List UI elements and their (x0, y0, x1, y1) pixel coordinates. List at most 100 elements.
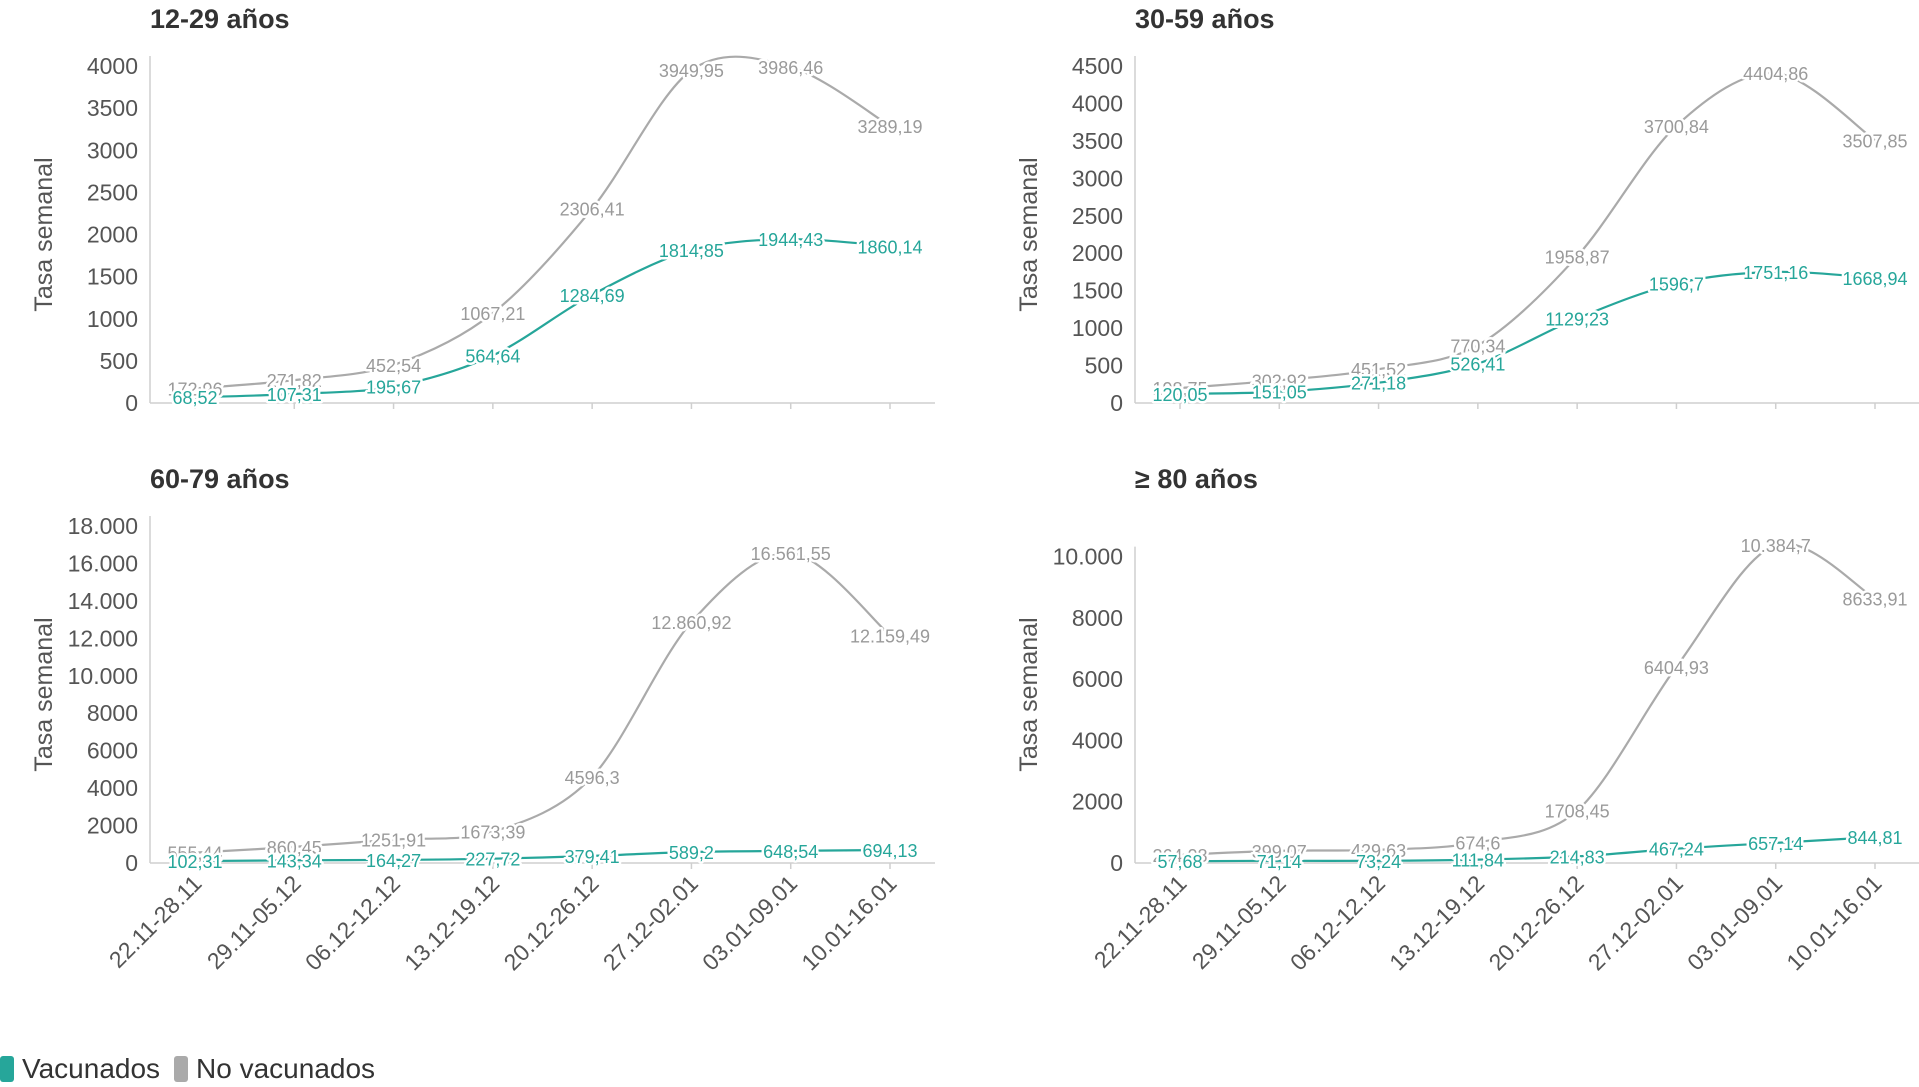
data-label-vacunados: 589,2 (669, 843, 714, 863)
y-tick-label: 3000 (87, 137, 138, 163)
data-label-no-vacunados: 172,96 (167, 379, 222, 399)
y-axis-title: Tasa semanal (1015, 617, 1043, 771)
data-label-vacunados: 271,18 (1351, 374, 1406, 394)
data-label-no-vacunados: 1251,91 (361, 831, 426, 851)
series-line-no-vacunados (194, 551, 891, 854)
data-label-no-vacunados: 12.860,92 (651, 613, 731, 633)
legend-label-no-vacunados: No vacunados (196, 1053, 376, 1084)
chart-panel-80-plus: ≥ 80 años 0 2000 4000 6000 8000 10.000 Tasa se… (985, 460, 1919, 975)
y-tick-label: 1500 (1072, 278, 1123, 304)
y-tick-label: 6000 (1072, 666, 1123, 692)
data-label-no-vacunados: 302,92 (1252, 371, 1307, 391)
chart-legend: Vacunados No vacunados (0, 1052, 389, 1086)
data-label-vacunados: 1944,43 (758, 230, 823, 250)
x-tick-label: 29.11-05.12 (1187, 870, 1291, 974)
y-tick-label: 2000 (1072, 240, 1123, 266)
data-label-no-vacunados: 4404,86 (1743, 64, 1808, 84)
y-tick-label: 4500 (1072, 53, 1123, 79)
y-tick-label: 1500 (87, 264, 138, 290)
data-label-vacunados: 1596,7 (1649, 274, 1704, 294)
data-label-vacunados: 1129,23 (1545, 309, 1609, 329)
y-tick-label: 4000 (87, 775, 138, 801)
data-label-no-vacunados: 3289,19 (857, 117, 922, 137)
y-tick-label: 500 (100, 348, 138, 374)
data-label-no-vacunados: 1673,39 (460, 823, 525, 843)
chart-panel-12-29: 12-29 años 0 500 1000 1500 2000 2500 3000 3500 4… (0, 0, 960, 460)
data-label-vacunados: 564,64 (465, 346, 520, 366)
series-line-vacunados (1179, 836, 1876, 863)
y-tick-label: 4000 (87, 53, 138, 79)
chart-plot: 0 500 1000 1500 2000 2500 3000 3500 4000 4500 Tasa… (1015, 53, 1919, 416)
series-line-vacunados (194, 848, 891, 863)
data-label-no-vacunados: 1958,87 (1545, 247, 1610, 267)
legend-item-no-vacunados[interactable]: No vacunados (174, 1053, 375, 1085)
chart-title: ≥ 80 años (1135, 464, 1258, 494)
y-tick-label: 14.000 (68, 588, 138, 614)
data-label-vacunados: 1668,94 (1842, 269, 1907, 289)
x-tick-label: 20.12-26.12 (1483, 870, 1588, 975)
x-tick-label: 22.11-28.11 (1089, 870, 1192, 973)
data-label-no-vacunados: 1708,45 (1545, 802, 1610, 822)
y-tick-label: 3500 (1072, 128, 1123, 154)
data-label-vacunados: 1751,16 (1743, 263, 1808, 283)
data-label-vacunados: 379,41 (565, 847, 620, 867)
x-tick-label: 27.12-02.01 (1583, 870, 1688, 975)
y-tick-label: 2000 (87, 222, 138, 248)
data-label-no-vacunados: 271,82 (267, 371, 322, 391)
x-tick-label: 10.01-16.01 (796, 870, 901, 975)
chart-panel-30-59: 30-59 años 0 500 1000 1500 2000 2500 3000 3500 4… (985, 0, 1919, 460)
data-label-vacunados: 164,27 (366, 851, 421, 871)
data-label-no-vacunados: 399,07 (1252, 842, 1307, 862)
data-label-vacunados: 57,68 (1157, 852, 1202, 872)
chart-plot: 0 500 1000 1500 2000 2500 3000 3500 4000 Tasa sem… (30, 53, 935, 416)
chart-plot: 0 2000 4000 6000 8000 10.000 Tasa semanal 22.11… (1015, 533, 1919, 975)
data-label-no-vacunados: 198,75 (1152, 379, 1207, 399)
data-label-vacunados: 111,84 (1452, 851, 1504, 871)
data-label-no-vacunados: 674,6 (1455, 833, 1500, 853)
y-tick-label: 2000 (1072, 789, 1123, 815)
y-tick-label: 0 (1110, 390, 1123, 416)
x-tick-label: 06.12-12.12 (300, 870, 405, 975)
data-label-vacunados: 1814,85 (659, 241, 724, 261)
y-tick-label: 3000 (1072, 165, 1123, 191)
data-label-no-vacunados: 1067,21 (460, 304, 525, 324)
x-tick-label: 22.11-28.11 (104, 870, 207, 973)
data-label-no-vacunados: 3949,95 (659, 61, 724, 81)
y-tick-label: 500 (1085, 353, 1123, 379)
y-tick-label: 2000 (87, 813, 138, 839)
data-label-no-vacunados: 555,44 (167, 844, 222, 864)
series-line-no-vacunados (1179, 71, 1876, 390)
data-label-no-vacunados: 860,45 (267, 838, 322, 858)
x-tick-label: 20.12-26.12 (498, 870, 603, 975)
data-label-vacunados: 1860,14 (857, 237, 922, 257)
data-label-no-vacunados: 12.159,49 (850, 626, 930, 646)
series-line-no-vacunados (194, 55, 891, 390)
data-label-vacunados: 1284,69 (560, 286, 625, 306)
series-line-vacunados (194, 238, 891, 399)
data-label-no-vacunados: 770,34 (1450, 336, 1505, 356)
chart-panel-60-79: 60-79 años 0 2000 4000 6000 8000 10.000 12.000… (0, 460, 960, 975)
x-tick-label: 13.12-19.12 (1384, 870, 1489, 975)
y-tick-label: 8000 (1072, 605, 1123, 631)
legend-item-vacunados[interactable]: Vacunados (0, 1053, 160, 1085)
data-label-vacunados: 227,72 (465, 850, 520, 870)
data-label-no-vacunados: 6404,93 (1644, 658, 1709, 678)
data-label-vacunados: 151,05 (1252, 383, 1307, 403)
x-tick-label: 06.12-12.12 (1285, 870, 1390, 975)
x-tick-label: 10.01-16.01 (1781, 870, 1886, 975)
data-label-vacunados: 120,05 (1152, 385, 1207, 405)
data-label-vacunados: 195,67 (366, 378, 421, 398)
data-label-no-vacunados: 429,63 (1351, 841, 1406, 861)
x-tick-label: 03.01-09.01 (697, 870, 802, 975)
data-label-no-vacunados: 264,08 (1152, 846, 1207, 866)
series-line-no-vacunados (1179, 542, 1876, 857)
legend-swatch-no-vacunados (174, 1056, 189, 1082)
data-label-vacunados: 648,54 (763, 842, 818, 862)
x-tick-label: 03.01-09.01 (1682, 870, 1787, 975)
series-line-vacunados (1179, 270, 1876, 396)
y-tick-label: 10.000 (68, 663, 138, 689)
chart-plot: 0 2000 4000 6000 8000 10.000 12.000 14.000 16.00… (30, 513, 935, 975)
x-tick-label: 13.12-19.12 (399, 870, 504, 975)
y-tick-label: 4000 (1072, 90, 1123, 116)
y-tick-label: 10.000 (1053, 544, 1123, 570)
